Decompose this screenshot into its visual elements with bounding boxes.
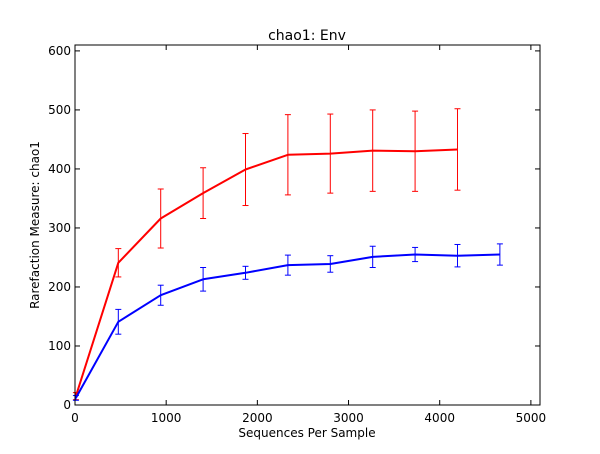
y-tick-label: 500 [48, 103, 71, 117]
y-tick-label: 100 [48, 339, 71, 353]
y-tick-label: 0 [63, 398, 71, 412]
y-tick-label: 600 [48, 44, 71, 58]
plot-layer: 0 1000 2000 3000 4000 5000 0 100 200 300 400 500 600 [48, 44, 546, 425]
x-tick-label: 1000 [151, 411, 182, 425]
y-tick-label: 200 [48, 280, 71, 294]
x-tick-label: 4000 [424, 411, 455, 425]
x-tick-label: 0 [71, 411, 79, 425]
y-tick-label: 300 [48, 221, 71, 235]
plot-frame [74, 44, 541, 406]
x-tick-label: 5000 [516, 411, 547, 425]
series-line [74, 148, 458, 397]
x-axis-label: Sequences Per Sample [238, 426, 375, 440]
y-tick-label: 400 [48, 162, 71, 176]
y-axis-label: Rarefaction Measure: chao1 [28, 141, 42, 309]
chart-title: chao1: Env [268, 28, 346, 44]
series-0 [72, 108, 461, 401]
x-tick-label: 3000 [333, 411, 364, 425]
series-1 [72, 243, 503, 401]
series-line [75, 253, 500, 399]
x-tick-label: 2000 [242, 411, 273, 425]
